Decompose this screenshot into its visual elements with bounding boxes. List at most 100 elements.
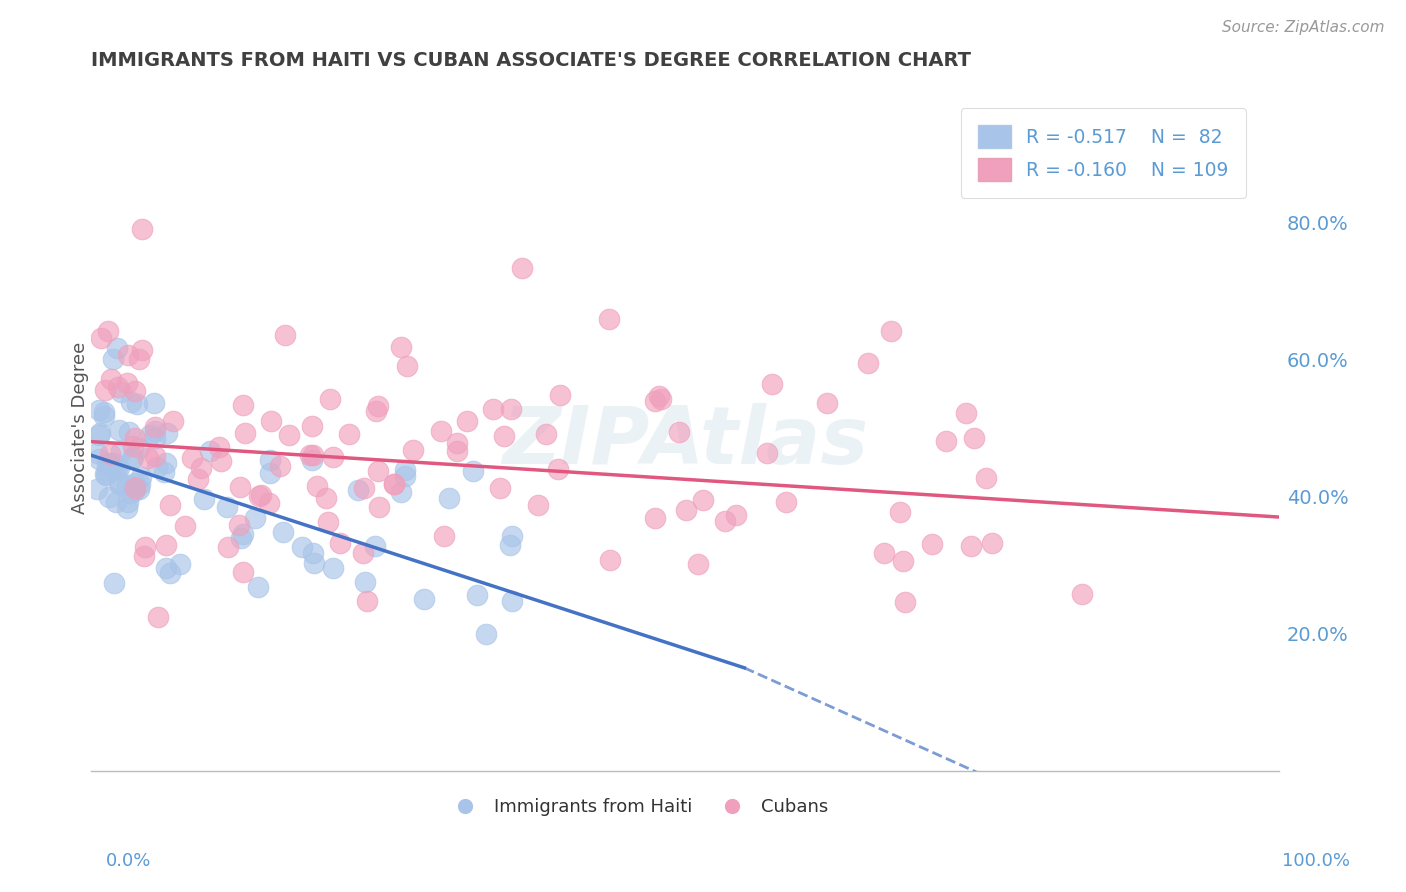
Point [105,461,128,475]
Point [128,351,150,366]
Point [127,397,149,411]
Point [229,480,252,494]
Point [394,463,416,477]
Point [208,440,231,454]
Point [367,399,389,413]
Point [131,343,153,358]
Point [273,524,295,539]
Point [650,392,672,406]
Point [86,445,108,459]
Point [396,359,419,374]
Point [302,448,325,462]
Point [190,461,212,475]
Point [169,558,191,572]
Point [101,351,124,366]
Point [89,452,111,467]
Point [115,376,138,390]
Point [124,384,146,399]
Point [187,472,209,486]
Point [97,324,120,338]
Point [644,511,666,525]
Point [97,491,120,505]
Point [180,450,202,465]
Point [492,429,515,443]
Point [107,423,129,437]
Point [858,356,880,370]
Point [134,540,156,554]
Point [247,580,270,594]
Point [105,341,128,355]
Point [145,420,167,434]
Point [131,470,153,484]
Point [461,464,484,478]
Point [143,449,166,463]
Point [889,505,911,519]
Point [439,491,461,506]
Point [815,396,838,410]
Point [136,451,159,466]
Point [316,515,339,529]
Point [115,478,138,492]
Point [110,385,132,400]
Point [501,529,523,543]
Y-axis label: Associate's Degree: Associate's Degree [72,342,89,514]
Point [259,414,281,428]
Point [322,560,344,574]
Point [598,312,620,326]
Point [955,405,977,419]
Point [124,475,146,490]
Point [319,392,342,406]
Point [364,404,387,418]
Point [86,482,108,496]
Point [456,414,478,428]
Point [301,546,323,560]
Point [301,418,323,433]
Point [90,331,112,345]
Point [547,462,569,476]
Point [159,566,181,580]
Point [873,546,896,560]
Point [159,498,181,512]
Point [412,591,434,606]
Point [1071,586,1094,600]
Point [367,464,389,478]
Point [510,261,533,276]
Point [389,340,412,354]
Point [499,538,522,552]
Point [87,428,110,442]
Point [131,221,153,235]
Point [108,460,131,475]
Point [217,500,239,514]
Point [153,465,176,479]
Point [367,500,389,514]
Point [247,490,270,504]
Point [96,464,118,478]
Text: Source: ZipAtlas.com: Source: ZipAtlas.com [1222,20,1385,35]
Point [329,536,352,550]
Point [108,476,131,491]
Point [87,403,110,417]
Point [921,536,943,550]
Point [124,431,146,445]
Point [756,446,779,460]
Point [599,552,621,566]
Point [117,495,139,509]
Point [648,389,671,403]
Point [305,479,328,493]
Point [122,450,145,464]
Point [501,401,523,416]
Point [228,518,250,533]
Point [474,627,496,641]
Point [124,481,146,495]
Point [337,427,360,442]
Point [893,595,915,609]
Point [229,532,252,546]
Point [155,538,177,552]
Point [139,428,162,442]
Point [675,503,697,517]
Point [775,495,797,509]
Point [143,431,166,445]
Point [430,424,453,438]
Point [117,348,139,362]
Point [713,514,735,528]
